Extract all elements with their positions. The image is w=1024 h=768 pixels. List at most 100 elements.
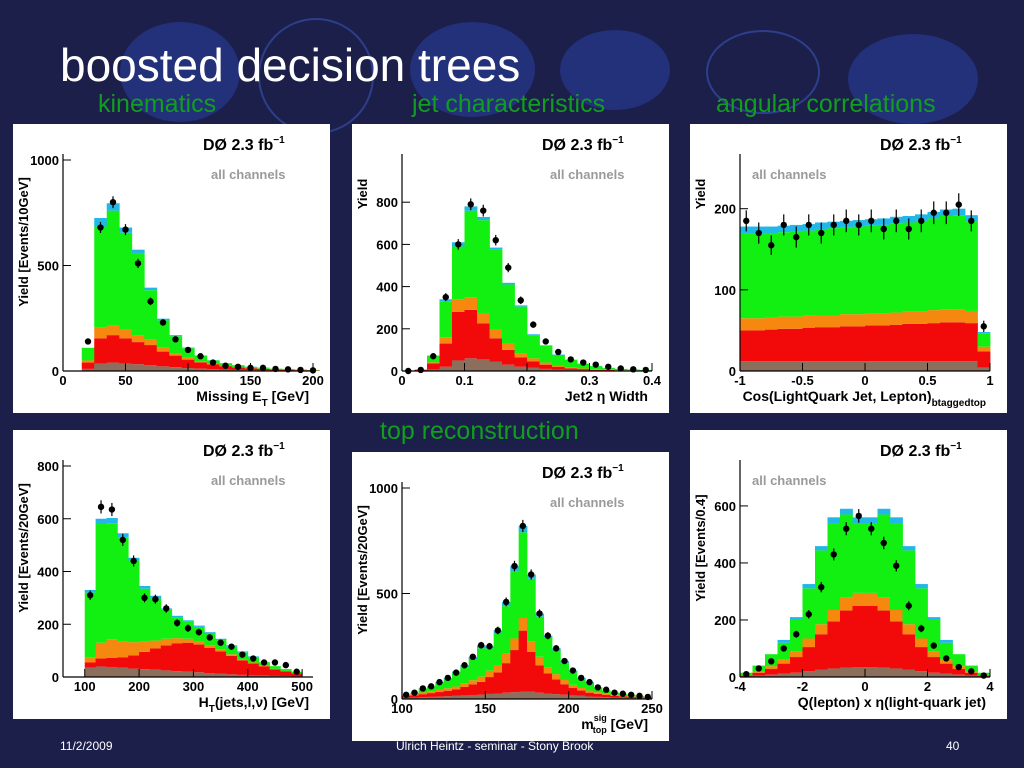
chart-svg: 0 0.1 0.2 0.3 0.4 0 200 400 600 800 DØ 2.3 fb−1 all… <box>355 135 662 404</box>
histogram-bar-cyan <box>915 584 928 589</box>
histogram-bar-brown <box>160 670 173 677</box>
histogram-bar-green <box>131 253 145 336</box>
footer-date: 11/2/2009 <box>60 739 113 753</box>
histogram-bar-orange <box>940 309 953 323</box>
footer-presenter: Ulrich Heintz - seminar - Stony Brook <box>396 739 594 753</box>
histogram-bar-cyan <box>204 632 216 634</box>
histogram-bar-brown <box>156 366 170 371</box>
histogram-bar-red <box>194 362 208 369</box>
histogram-bar-orange <box>477 676 486 682</box>
histogram-bar-red <box>902 634 916 670</box>
chart-svg: -1 -0.5 0 0.5 1 0 100 200 DØ 2.3 fb−1 all channel… <box>693 135 994 409</box>
histogram-bar-red <box>593 693 603 697</box>
histogram-bar-orange <box>790 316 803 329</box>
histogram-bar-orange <box>95 642 107 659</box>
histogram-bar-orange <box>877 597 891 611</box>
x-tick-label: 0.2 <box>518 373 536 388</box>
histogram-bar-red <box>602 369 615 371</box>
histogram-bar-orange <box>258 665 270 667</box>
data-point <box>122 226 129 233</box>
data-point <box>222 362 229 369</box>
data-point <box>619 690 627 697</box>
histogram-bar-red <box>139 651 151 670</box>
histogram-bar-brown <box>827 668 841 677</box>
histogram-bar-orange <box>840 314 853 327</box>
data-point <box>627 691 635 698</box>
histogram-bar-brown <box>790 361 803 371</box>
data-point <box>411 689 418 696</box>
histogram-bar-red <box>890 621 903 669</box>
histogram-bar-cyan <box>131 249 145 254</box>
x-tick-label: 500 <box>291 679 313 694</box>
histogram-bar-red <box>206 364 220 370</box>
histogram-bar-orange <box>464 297 478 310</box>
histogram-bar-brown <box>219 369 233 371</box>
histogram-bar-red <box>802 647 816 672</box>
histogram-bar-orange <box>169 353 183 356</box>
data-point <box>880 225 887 233</box>
histogram-bar-green <box>81 347 95 361</box>
histogram-bar-red <box>215 651 227 674</box>
data-point <box>968 217 975 225</box>
plot-panel-mtop: 100 150 200 250 0 500 1000 DØ 2.3 fb−1 all chann… <box>352 452 669 741</box>
histogram-bar-green <box>510 571 520 639</box>
histogram-bar-red <box>477 323 490 360</box>
data-point <box>141 594 148 602</box>
data-point <box>228 643 235 650</box>
data-point <box>469 653 477 660</box>
histogram-bar-orange <box>752 671 766 673</box>
data-point <box>97 224 104 231</box>
histogram-bar-brown <box>552 369 565 371</box>
histogram-bar-brown <box>410 697 420 699</box>
histogram-bar-brown <box>502 364 515 371</box>
histogram-bar-orange <box>527 641 536 652</box>
histogram-bar-brown <box>952 674 966 677</box>
histogram-bar-orange <box>160 638 173 646</box>
background-circle-outline <box>706 30 820 114</box>
histogram-bar-brown <box>194 368 208 371</box>
histogram-bar-green <box>502 606 511 654</box>
histogram-bar-orange <box>827 609 841 622</box>
data-point <box>743 670 750 678</box>
histogram-bar-brown <box>236 674 249 677</box>
y-tick-label: 1000 <box>369 481 398 496</box>
histogram-bar-green <box>752 233 766 319</box>
histogram-bar-red <box>840 326 853 362</box>
histogram-bar-orange <box>204 645 216 648</box>
histogram-bar-brown <box>452 360 465 371</box>
experiment-label: DØ 2.3 fb−1 <box>880 135 962 154</box>
histogram-bar-orange <box>577 688 586 691</box>
y-tick-label: 0 <box>52 670 59 685</box>
data-point <box>480 207 487 214</box>
histogram-bar-brown <box>182 671 194 677</box>
histogram-bar-cyan <box>890 517 903 524</box>
y-tick-label: 600 <box>714 499 736 514</box>
histogram-bar-red <box>204 647 216 674</box>
histogram-bar-red <box>128 655 140 669</box>
y-tick-label: 0 <box>52 364 59 379</box>
histogram-bar-red <box>965 323 978 362</box>
histogram-bar-orange <box>815 315 828 328</box>
histogram-bar-orange <box>269 668 281 670</box>
histogram-bar-red <box>927 657 941 673</box>
histogram-bar-green <box>171 617 183 639</box>
channel-label: all channels <box>550 167 624 182</box>
histogram-bar-green <box>952 215 966 310</box>
histogram-bar-green <box>468 659 478 681</box>
histogram-bar-cyan <box>765 226 778 234</box>
histogram-bar-brown <box>865 667 878 677</box>
histogram-bar-red <box>269 669 281 676</box>
data-point <box>594 684 602 691</box>
data-point <box>567 356 574 363</box>
y-axis-title: Yield <box>355 179 370 210</box>
histogram-bar-green <box>877 224 891 314</box>
histogram-bar-orange <box>840 597 853 611</box>
histogram-bar-brown <box>602 697 611 699</box>
histogram-bar-green <box>827 523 841 610</box>
histogram-bar-green <box>464 210 478 298</box>
histogram-bar-red <box>144 345 158 366</box>
histogram-bar-green <box>815 228 828 316</box>
histogram-bar-brown <box>193 672 205 677</box>
histogram-bar-red <box>740 330 753 362</box>
data-point <box>843 217 850 225</box>
